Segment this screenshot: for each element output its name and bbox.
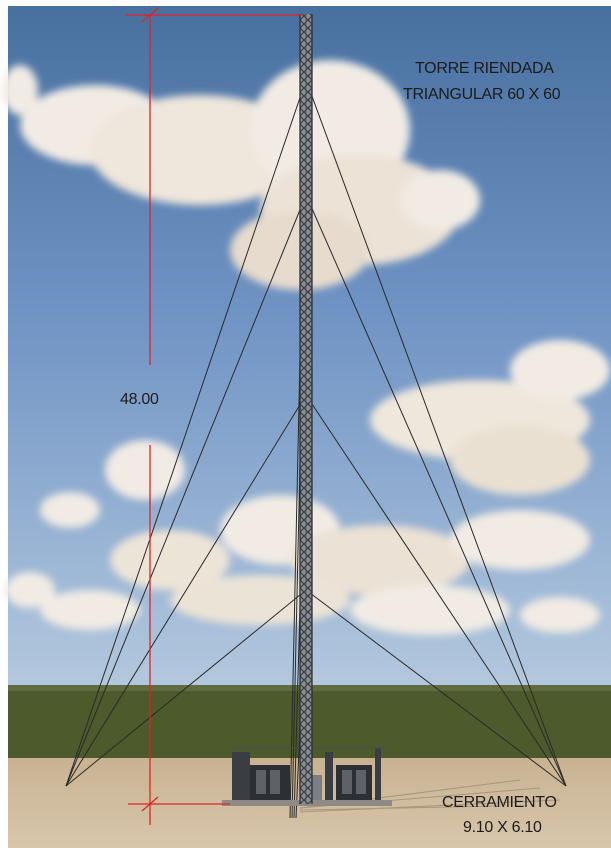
enclosure-label-line-2: 9.10 X 6.10 <box>463 819 542 836</box>
tower-mast <box>299 14 313 804</box>
tower-title-line-2: TRIANGULAR 60 X 60 <box>403 86 561 103</box>
height-dimension-line <box>125 7 302 825</box>
enclosure-label-line-1: CERRAMIENTO <box>442 794 557 811</box>
height-dimension-label: 48.00 <box>120 391 159 408</box>
clouds <box>2 60 610 635</box>
tower-title-line-1: TORRE RIENDADA <box>415 60 554 77</box>
